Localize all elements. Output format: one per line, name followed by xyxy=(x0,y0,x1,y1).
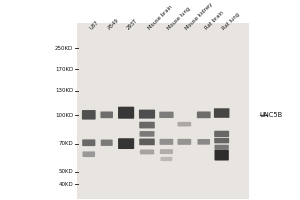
Text: Rat lung: Rat lung xyxy=(222,11,241,31)
FancyBboxPatch shape xyxy=(197,111,211,118)
FancyBboxPatch shape xyxy=(139,139,155,145)
FancyBboxPatch shape xyxy=(140,149,154,154)
Text: U87: U87 xyxy=(89,19,100,31)
FancyBboxPatch shape xyxy=(100,111,113,118)
Text: 293T: 293T xyxy=(126,18,139,31)
Text: 40KD: 40KD xyxy=(58,182,73,187)
FancyBboxPatch shape xyxy=(101,140,113,146)
Text: UNC5B: UNC5B xyxy=(259,112,282,118)
FancyBboxPatch shape xyxy=(139,122,155,128)
FancyBboxPatch shape xyxy=(118,138,134,149)
FancyBboxPatch shape xyxy=(214,131,229,137)
FancyBboxPatch shape xyxy=(178,139,191,145)
FancyBboxPatch shape xyxy=(197,139,210,145)
FancyBboxPatch shape xyxy=(118,107,134,119)
Text: Rat brain: Rat brain xyxy=(204,10,224,31)
FancyBboxPatch shape xyxy=(214,138,229,143)
FancyBboxPatch shape xyxy=(160,149,173,154)
Text: Mouse lung: Mouse lung xyxy=(167,6,191,31)
Text: 100KD: 100KD xyxy=(55,113,73,118)
FancyBboxPatch shape xyxy=(160,139,173,145)
Text: A549: A549 xyxy=(107,17,120,31)
Text: 70KD: 70KD xyxy=(58,141,73,146)
Text: 50KD: 50KD xyxy=(58,169,73,174)
FancyBboxPatch shape xyxy=(214,150,229,161)
FancyBboxPatch shape xyxy=(159,112,174,118)
FancyBboxPatch shape xyxy=(140,131,154,137)
Text: Mouse brain: Mouse brain xyxy=(147,4,173,31)
Text: 170KD: 170KD xyxy=(55,67,73,72)
Text: 250KD: 250KD xyxy=(55,46,73,51)
FancyBboxPatch shape xyxy=(214,108,230,118)
Bar xyxy=(77,23,248,199)
Text: Mouse kidney: Mouse kidney xyxy=(184,1,214,31)
FancyBboxPatch shape xyxy=(160,157,172,161)
FancyBboxPatch shape xyxy=(214,145,229,150)
FancyBboxPatch shape xyxy=(82,110,96,120)
FancyBboxPatch shape xyxy=(178,122,191,126)
Text: 130KD: 130KD xyxy=(55,88,73,93)
FancyBboxPatch shape xyxy=(82,151,95,157)
FancyBboxPatch shape xyxy=(82,139,95,146)
FancyBboxPatch shape xyxy=(139,110,155,119)
